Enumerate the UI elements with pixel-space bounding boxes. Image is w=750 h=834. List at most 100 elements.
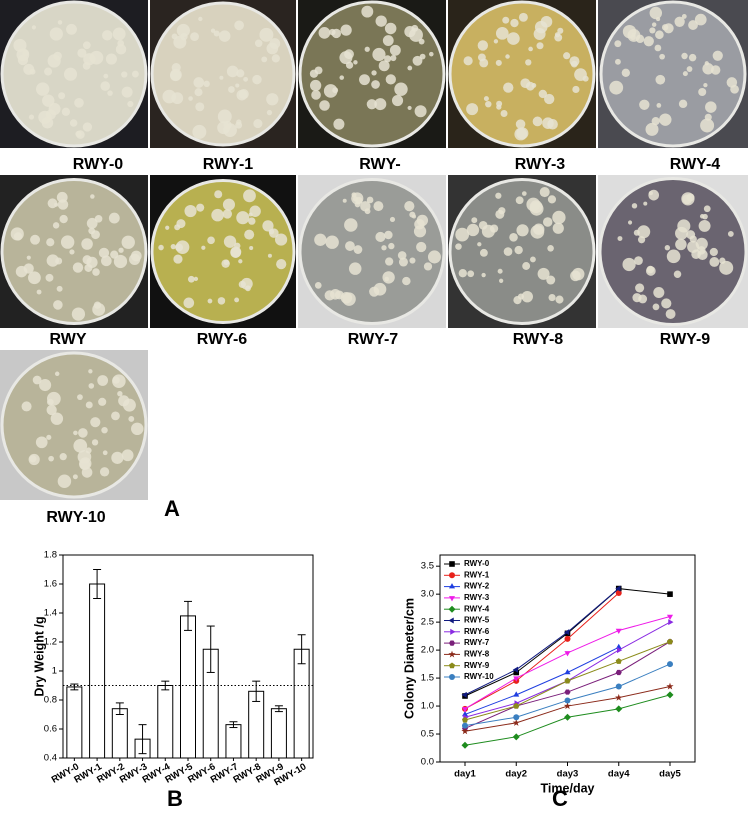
colony — [188, 96, 193, 101]
colony — [381, 245, 387, 251]
y-tick-label: 1 — [52, 666, 57, 677]
colony — [694, 13, 707, 26]
marker — [462, 722, 468, 729]
colony — [115, 44, 127, 55]
colony — [681, 14, 687, 19]
marker — [449, 572, 455, 579]
colony — [78, 428, 88, 438]
colony — [121, 71, 128, 78]
photo-label: RWY-6 — [197, 331, 247, 348]
marker — [667, 591, 673, 597]
colony — [638, 294, 648, 304]
colony — [176, 23, 190, 38]
colony — [82, 122, 93, 132]
colony — [526, 197, 541, 212]
marker — [449, 561, 455, 567]
colony — [646, 265, 655, 274]
colony — [55, 257, 63, 265]
colony — [63, 67, 78, 81]
marker — [461, 727, 469, 735]
colony — [22, 49, 29, 57]
colony — [31, 25, 37, 30]
marker — [564, 668, 571, 675]
colony — [371, 80, 380, 89]
colony — [187, 275, 195, 283]
marker — [615, 658, 622, 664]
colony — [656, 17, 661, 22]
colony — [85, 401, 93, 409]
colony — [681, 52, 688, 60]
x-axis-title: Time/day — [541, 781, 595, 795]
colony — [259, 27, 274, 42]
y-tick-label: 0.5 — [421, 729, 434, 740]
colony — [111, 451, 124, 464]
colony — [45, 273, 54, 282]
colony — [249, 205, 261, 217]
colony — [378, 60, 390, 72]
bar — [225, 724, 242, 759]
colony — [570, 60, 578, 68]
colony — [90, 194, 95, 199]
colony — [113, 254, 128, 269]
colony — [81, 467, 93, 478]
colony — [203, 80, 210, 88]
colony — [389, 44, 401, 56]
colony — [245, 285, 251, 292]
colony — [412, 55, 423, 66]
marker — [563, 702, 572, 710]
colony — [201, 245, 206, 250]
colony — [375, 15, 387, 27]
colony — [498, 207, 506, 215]
colony — [712, 50, 723, 61]
colony — [59, 453, 67, 461]
colony — [110, 250, 119, 259]
colony — [710, 65, 721, 75]
colony — [221, 259, 230, 268]
colony — [91, 439, 99, 446]
colony — [688, 20, 698, 30]
colony — [267, 253, 272, 258]
colony — [158, 244, 164, 251]
colony — [91, 230, 100, 240]
colony — [73, 438, 88, 453]
colony — [47, 54, 61, 68]
colony — [709, 257, 720, 267]
colony — [345, 61, 354, 69]
colony — [631, 203, 638, 209]
colony — [697, 249, 708, 260]
colony — [385, 257, 394, 266]
colony — [85, 447, 92, 454]
colony — [675, 238, 687, 251]
colony — [254, 39, 263, 48]
colony — [276, 259, 287, 270]
colony — [101, 426, 108, 434]
colony — [26, 255, 31, 260]
colony — [582, 75, 589, 82]
colony — [698, 87, 707, 97]
colony — [214, 190, 223, 199]
colony — [483, 96, 489, 102]
colony — [171, 63, 181, 73]
colony — [530, 256, 536, 263]
colony — [71, 307, 86, 321]
colony — [730, 84, 739, 94]
colony — [88, 369, 93, 374]
colony — [108, 212, 120, 224]
bar — [66, 686, 83, 759]
marker — [448, 650, 456, 658]
colony — [353, 60, 358, 65]
colony — [86, 217, 98, 229]
marker — [512, 733, 520, 741]
colony — [651, 22, 657, 27]
photo-label: RWY-4 — [670, 156, 720, 173]
colony — [649, 6, 663, 20]
colony — [39, 378, 52, 392]
colony — [131, 70, 139, 78]
colony — [659, 113, 672, 126]
colony — [479, 248, 488, 257]
bar — [111, 708, 128, 759]
colony — [429, 51, 434, 57]
y-axis-title: Colony Diameter/cm — [402, 598, 416, 719]
colony — [661, 298, 672, 309]
